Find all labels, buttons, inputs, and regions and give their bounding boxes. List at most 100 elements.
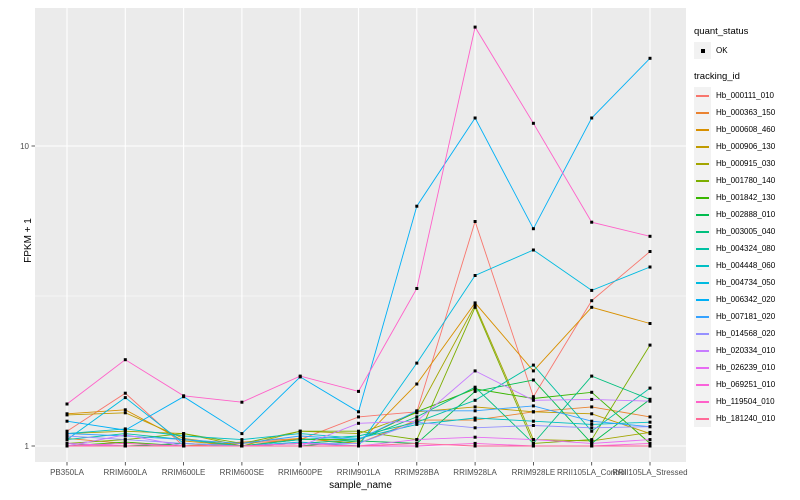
data-point	[473, 398, 477, 402]
legend: quant_status OK tracking_id Hb_000111_01…	[694, 26, 798, 427]
legend-key-box	[694, 410, 711, 427]
x-tick-label: PB350LA	[50, 468, 84, 477]
data-point	[648, 399, 652, 403]
data-point	[65, 429, 69, 433]
data-point	[182, 432, 186, 436]
data-point	[298, 434, 302, 438]
data-point	[123, 441, 127, 445]
legend-key-box	[694, 121, 711, 138]
panel-background	[35, 8, 686, 462]
data-point	[590, 419, 594, 423]
data-point	[590, 397, 594, 401]
legend-swatch-Hb_014568_020	[696, 332, 709, 335]
data-point	[531, 444, 535, 448]
data-point	[473, 435, 477, 439]
legend-item-Hb_001842_130: Hb_001842_130	[694, 189, 798, 206]
legend-item-Hb_000363_150: Hb_000363_150	[694, 104, 798, 121]
data-point	[590, 299, 594, 303]
data-point	[473, 25, 477, 29]
legend-item-label: Hb_119504_010	[716, 397, 775, 406]
data-point	[65, 432, 69, 436]
legend-title-quant-status: quant_status	[694, 26, 749, 37]
data-point	[357, 434, 360, 438]
data-point	[590, 444, 594, 448]
data-point	[298, 432, 302, 436]
data-point	[473, 303, 477, 307]
data-point	[298, 441, 302, 445]
legend-swatch-Hb_020334_010	[696, 349, 709, 352]
legend-item-Hb_020334_010: Hb_020334_010	[694, 342, 798, 359]
data-point	[357, 389, 360, 393]
data-point	[531, 438, 535, 442]
data-point	[531, 363, 535, 367]
data-point	[415, 287, 419, 290]
legend-key-box	[694, 240, 711, 257]
data-point	[648, 415, 652, 419]
data-point	[590, 116, 594, 120]
legend-item-label: Hb_181240_010	[716, 414, 776, 423]
data-point	[415, 361, 419, 365]
data-point	[123, 428, 127, 432]
legend-key-box	[694, 206, 711, 223]
legend-key-box	[694, 325, 711, 342]
data-point	[415, 441, 419, 445]
data-point	[531, 419, 535, 423]
x-tick-label: RRIM928BA	[395, 468, 440, 477]
data-point	[65, 434, 69, 438]
data-point	[65, 441, 69, 445]
legend-item-Hb_004448_060: Hb_004448_060	[694, 257, 798, 274]
legend-item-Hb_001780_140: Hb_001780_140	[694, 172, 798, 189]
data-point	[648, 234, 652, 238]
legend-key-box	[694, 359, 711, 376]
data-point	[590, 426, 594, 430]
legend-item-label: OK	[716, 46, 728, 55]
data-point	[590, 374, 594, 378]
legend-item-Hb_006342_020: Hb_006342_020	[694, 291, 798, 308]
legend-swatch-Hb_004324_080	[696, 247, 709, 250]
legend-item-label: Hb_004448_060	[716, 261, 776, 270]
legend-swatch-Hb_001780_140	[696, 179, 709, 182]
legend-key-box	[694, 138, 711, 155]
legend-item-Hb_119504_010: Hb_119504_010	[694, 393, 798, 410]
legend-swatch-Hb_000608_460	[696, 128, 709, 131]
data-point	[415, 382, 419, 386]
legend-item-label: Hb_003005_040	[716, 227, 776, 236]
legend-item-label: Hb_069251_010	[716, 380, 776, 389]
point-marker-icon	[700, 48, 705, 53]
data-point	[473, 301, 477, 305]
data-point	[590, 429, 594, 433]
legend-item-Hb_000608_460: Hb_000608_460	[694, 121, 798, 138]
legend-key-box	[694, 291, 711, 308]
data-point	[240, 441, 244, 445]
legend-key-box	[694, 155, 711, 172]
data-point	[415, 409, 419, 413]
data-point	[415, 204, 419, 208]
data-point	[648, 430, 652, 434]
legend-item-label: Hb_002888_010	[716, 210, 776, 219]
legend-item-label: Hb_001780_140	[716, 176, 776, 185]
data-point	[590, 288, 594, 292]
data-point	[123, 391, 127, 395]
data-point	[182, 394, 186, 398]
legend-key-box	[694, 223, 711, 240]
data-point	[298, 444, 302, 448]
legend-item-label: Hb_020334_010	[716, 346, 776, 355]
data-point	[648, 420, 652, 424]
data-point	[415, 438, 419, 442]
x-tick-label: RRIM600PE	[278, 468, 322, 477]
data-point	[531, 410, 535, 414]
data-point	[648, 444, 652, 448]
legend-item-label: Hb_001842_130	[716, 193, 776, 202]
legend-key-box	[694, 308, 711, 325]
x-tick-label: RRII105LA_Control	[557, 468, 627, 477]
data-point	[590, 412, 594, 416]
legend-swatch-Hb_003005_040	[696, 230, 709, 233]
data-point	[123, 433, 127, 437]
legend-item-Hb_000915_030: Hb_000915_030	[694, 155, 798, 172]
data-point	[648, 250, 652, 253]
legend-swatch-Hb_000906_130	[696, 145, 709, 148]
data-point	[473, 444, 477, 448]
data-point	[473, 416, 477, 420]
data-point	[65, 438, 69, 442]
